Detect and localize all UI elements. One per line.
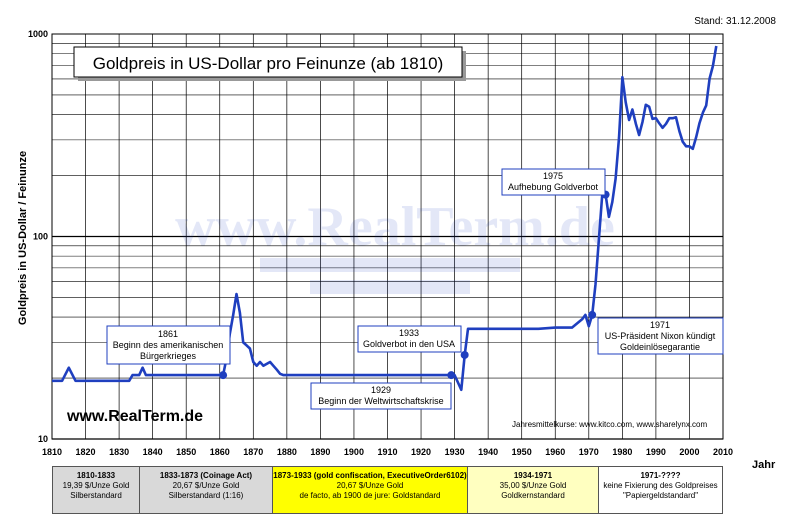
era-line: 35,00 $/Unze Gold <box>499 481 567 490</box>
x-tick-label: 1890 <box>310 447 330 457</box>
y-tick-label: 1000 <box>28 29 48 39</box>
data-point-marker <box>460 350 469 359</box>
x-tick-label: 1820 <box>76 447 96 457</box>
y-axis: 10 100 1000 <box>28 29 48 444</box>
callout-line: 1975 <box>543 171 563 181</box>
series-line <box>52 45 718 392</box>
x-tick-label: 1910 <box>377 447 397 457</box>
era-line: "Papiergeldstandard" <box>622 491 699 500</box>
era-title: 1934-1971 <box>513 471 553 480</box>
era-box-1934-1971: 1934-1971 35,00 $/Unze Gold Goldkernstan… <box>467 466 599 514</box>
era-title: 1873-1933 (gold confiscation, ExecutiveO… <box>273 471 467 480</box>
x-tick-label: 1840 <box>143 447 163 457</box>
x-axis: 1810 1820 1830 1840 1850 1860 1870 1880 1890 1900… <box>42 447 733 457</box>
era-line: de facto, ab 1900 de jure: Goldstandard <box>299 491 441 500</box>
callout-line: Goldverbot in den USA <box>363 339 455 349</box>
era-title: 1833-1873 (Coinage Act) <box>159 471 253 480</box>
x-tick-label: 1850 <box>176 447 196 457</box>
callout-1933: 1933 Goldverbot in den USA <box>357 325 462 353</box>
watermark: www.RealTerm.de <box>175 196 615 294</box>
x-tick-label: 1990 <box>646 447 666 457</box>
callout-line: Goldeinlösegarantie <box>620 342 700 352</box>
x-tick-label: 1880 <box>277 447 297 457</box>
callout-line: Bürgerkrieges <box>140 351 197 361</box>
era-line: keine Fixierung des Goldpreises <box>603 481 718 490</box>
callout-line: Beginn des amerikanischen <box>113 340 224 350</box>
x-tick-label: 1950 <box>512 447 532 457</box>
stand-date: Stand: 31.12.2008 <box>694 16 776 27</box>
source-note: Jahresmittelkurse: www.kitco.com, www.sh… <box>512 420 708 429</box>
x-tick-label: 1810 <box>42 447 62 457</box>
era-line: Silberstandard <box>70 491 122 500</box>
era-box-1873-1933: 1873-1933 (gold confiscation, ExecutiveO… <box>272 466 468 514</box>
markers <box>219 190 610 380</box>
era-box-1971: 1971-???? keine Fixierung des Goldpreise… <box>598 466 723 514</box>
grid <box>51 34 724 440</box>
callout-line: 1971 <box>650 320 670 330</box>
x-tick-label: 1870 <box>243 447 263 457</box>
callout-1971: 1971 US-Präsident Nixon kündigt Goldeinl… <box>597 317 724 355</box>
callout-1861: 1861 Beginn des amerikanischen Bürgerkri… <box>106 325 231 365</box>
era-line: 19,39 $/Unze Gold <box>62 481 130 490</box>
y-axis-label: Goldpreis in US-Dollar / Feinunze <box>17 151 29 325</box>
x-tick-label: 1970 <box>579 447 599 457</box>
callout-line: Aufhebung Goldverbot <box>508 182 599 192</box>
era-title: 1971-???? <box>640 471 681 480</box>
x-tick-label: 2010 <box>713 447 733 457</box>
x-tick-label: 1980 <box>612 447 632 457</box>
era-line: Goldkernstandard <box>501 491 565 500</box>
era-line: Silberstandard (1:16) <box>168 491 244 500</box>
callout-line: 1933 <box>399 328 419 338</box>
watermark-bar <box>310 280 470 294</box>
data-point-marker <box>219 371 228 380</box>
data-point-marker <box>447 371 456 380</box>
x-tick-label: 1900 <box>344 447 364 457</box>
y-tick-label: 100 <box>33 232 48 242</box>
title-box <box>73 46 463 78</box>
x-tick-label: 2000 <box>679 447 699 457</box>
data-point-marker <box>588 310 597 319</box>
era-box-1833-1873: 1833-1873 (Coinage Act) 20,67 $/Unze Gol… <box>139 466 273 514</box>
brand-text: www.RealTerm.de <box>66 408 203 425</box>
x-tick-label: 1920 <box>411 447 431 457</box>
callout-1975: 1975 Aufhebung Goldverbot <box>501 168 606 196</box>
x-axis-label: Jahr <box>752 459 776 471</box>
chart-title: Goldpreis in US-Dollar pro Feinunze (ab … <box>93 54 444 73</box>
callout-1929: 1929 Beginn der Weltwirtschaftskrise <box>310 382 452 410</box>
callout-line: Beginn der Weltwirtschaftskrise <box>318 396 443 406</box>
watermark-bar <box>260 258 520 272</box>
y-tick-label: 10 <box>38 434 48 444</box>
x-tick-label: 1940 <box>478 447 498 457</box>
x-tick-label: 1960 <box>545 447 565 457</box>
era-line: 20,67 $/Unze Gold <box>336 481 404 490</box>
era-title: 1810-1833 <box>76 471 116 480</box>
watermark-text: www.RealTerm.de <box>175 196 615 258</box>
callout-line: US-Präsident Nixon kündigt <box>605 331 716 341</box>
x-tick-label: 1860 <box>210 447 230 457</box>
era-box-1810-1833: 1810-1833 19,39 $/Unze Gold Silberstanda… <box>52 466 140 514</box>
x-tick-label: 1930 <box>445 447 465 457</box>
callout-line: 1929 <box>371 385 391 395</box>
x-tick-label: 1830 <box>109 447 129 457</box>
callout-line: 1861 <box>158 329 178 339</box>
era-line: 20,67 $/Unze Gold <box>172 481 240 490</box>
